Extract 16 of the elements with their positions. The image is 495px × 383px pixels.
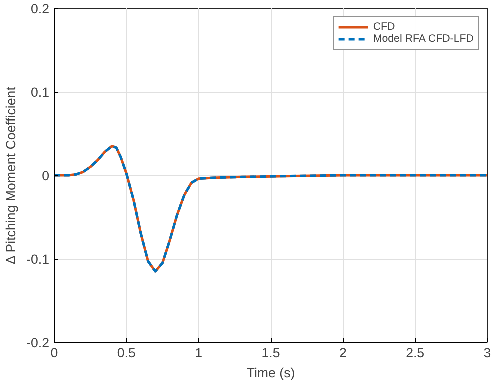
- x-tick-label: 1: [195, 346, 203, 360]
- y-tick-label: 0.2: [30, 2, 50, 16]
- legend-label: Model RFA CFD-LFD: [373, 33, 474, 45]
- x-tick-label: 1.5: [262, 346, 280, 360]
- x-tick-label: 2.5: [406, 346, 425, 360]
- x-tick-label: 2: [339, 346, 347, 360]
- x-axis-title: Time (s): [246, 366, 296, 380]
- y-axis-title: Δ Pitching Moment Coefficient: [4, 86, 19, 265]
- legend-label: CFD: [373, 21, 396, 33]
- y-tick-label: -0.1: [26, 252, 50, 267]
- line-series: [54, 145, 488, 273]
- y-tick-label: 0.1: [30, 85, 50, 100]
- x-tick-label: 3: [484, 346, 492, 360]
- y-tick-label: 0: [42, 168, 50, 184]
- x-tick-label: 0.5: [117, 346, 136, 360]
- y-tick-label: -0.2: [26, 336, 50, 350]
